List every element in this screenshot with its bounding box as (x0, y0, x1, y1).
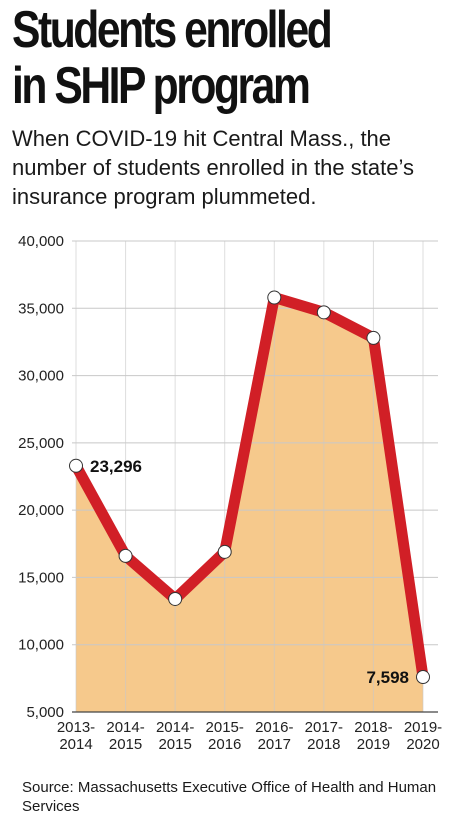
source-note: Source: Massachusetts Executive Office o… (22, 779, 437, 815)
chart-title-line-1: Students enrolled (12, 1, 333, 59)
y-tick-label: 15,000 (18, 569, 64, 586)
x-tick-label: 2015-2016 (206, 719, 244, 753)
y-tick-label: 25,000 (18, 435, 64, 452)
data-point (316, 305, 331, 320)
x-tick-label: 2014-2015 (106, 719, 144, 753)
chart-title-line-2: in SHIP program (12, 57, 311, 115)
data-point (118, 548, 133, 563)
data-point (69, 458, 83, 473)
x-tick-label: 2017-2018 (305, 719, 343, 753)
data-point (168, 591, 183, 606)
enrollment-area-chart: 5,000 10,000 15,000 20,000 25,000 30,000 35,00… (18, 233, 442, 753)
data-point (217, 544, 232, 559)
y-tick-label: 30,000 (18, 368, 64, 385)
y-tick-label: 40,000 (18, 233, 64, 250)
x-tick-label: 2018-2019 (354, 719, 392, 753)
y-tick-label: 20,000 (18, 502, 64, 519)
chart-title: Students enrolled in SHIP program (12, 2, 365, 114)
y-tick-label: 35,000 (18, 300, 64, 317)
x-tick-label: 2019-2020 (404, 719, 442, 753)
y-tick-label: 10,000 (18, 637, 64, 654)
data-label: 23,296 (90, 457, 142, 476)
series-line (70, 292, 429, 683)
data-point (267, 290, 282, 305)
data-point (416, 670, 430, 685)
area-fill (76, 297, 423, 712)
data-label: 7,598 (366, 668, 409, 687)
x-tick-label: 2016-2017 (255, 719, 293, 753)
x-tick-label: 2013-2014 (57, 719, 95, 753)
chart-subtitle: When COVID-19 hit Central Mass., the num… (12, 126, 414, 209)
y-tick-label: 5,000 (26, 704, 64, 721)
data-point (366, 330, 381, 345)
x-tick-label: 2014-2015 (156, 719, 194, 753)
